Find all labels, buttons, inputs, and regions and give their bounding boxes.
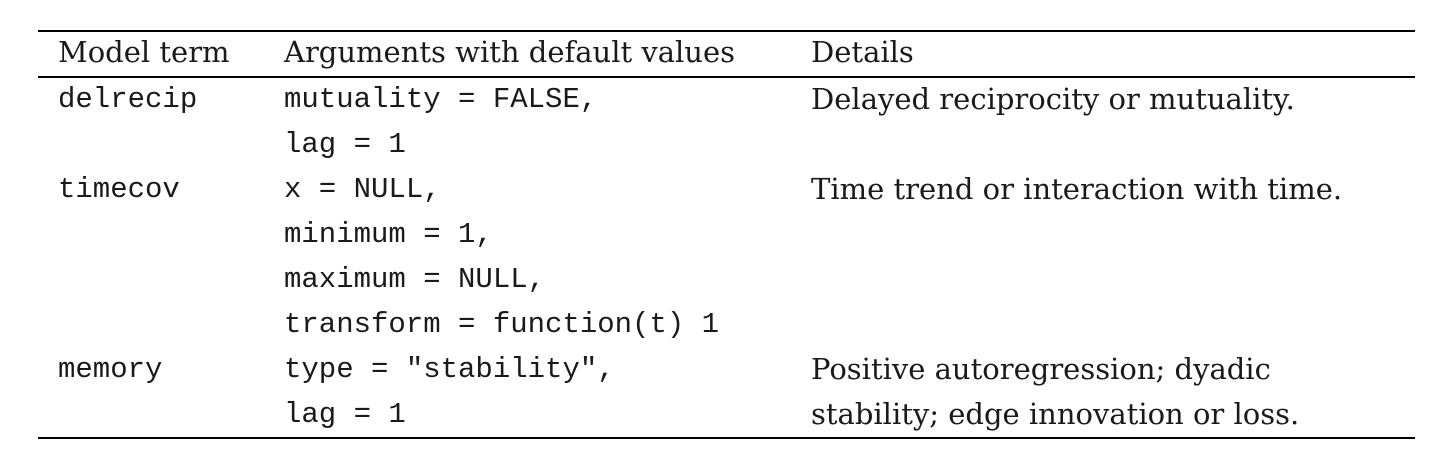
- details-line: Time trend or interaction with time.: [811, 172, 1343, 206]
- header-arguments: Arguments with default values: [284, 35, 736, 69]
- term-timecov: timecov: [58, 173, 180, 206]
- arg-line: transform = function(t) 1: [284, 308, 720, 341]
- bottom-rule: [38, 437, 1415, 439]
- arg-line: type = "stability",: [284, 353, 615, 386]
- arg-line: x = NULL,: [284, 173, 441, 206]
- arg-line: maximum = NULL,: [284, 263, 546, 296]
- arg-line: minimum = 1,: [284, 218, 493, 251]
- details-line: Positive autoregression; dyadic: [811, 352, 1271, 386]
- arg-line: mutuality = FALSE,: [284, 83, 598, 116]
- arg-line: lag = 1: [284, 398, 406, 431]
- top-rule: [38, 30, 1415, 32]
- term-memory: memory: [58, 353, 163, 386]
- arg-line: lag = 1: [284, 128, 406, 161]
- header-details: Details: [811, 35, 914, 69]
- header-rule: [38, 76, 1415, 78]
- details-line: Delayed reciprocity or mutuality.: [811, 82, 1295, 116]
- header-model-term: Model term: [58, 35, 230, 69]
- details-line: stability; edge innovation or loss.: [811, 397, 1300, 431]
- term-delrecip: delrecip: [58, 83, 198, 116]
